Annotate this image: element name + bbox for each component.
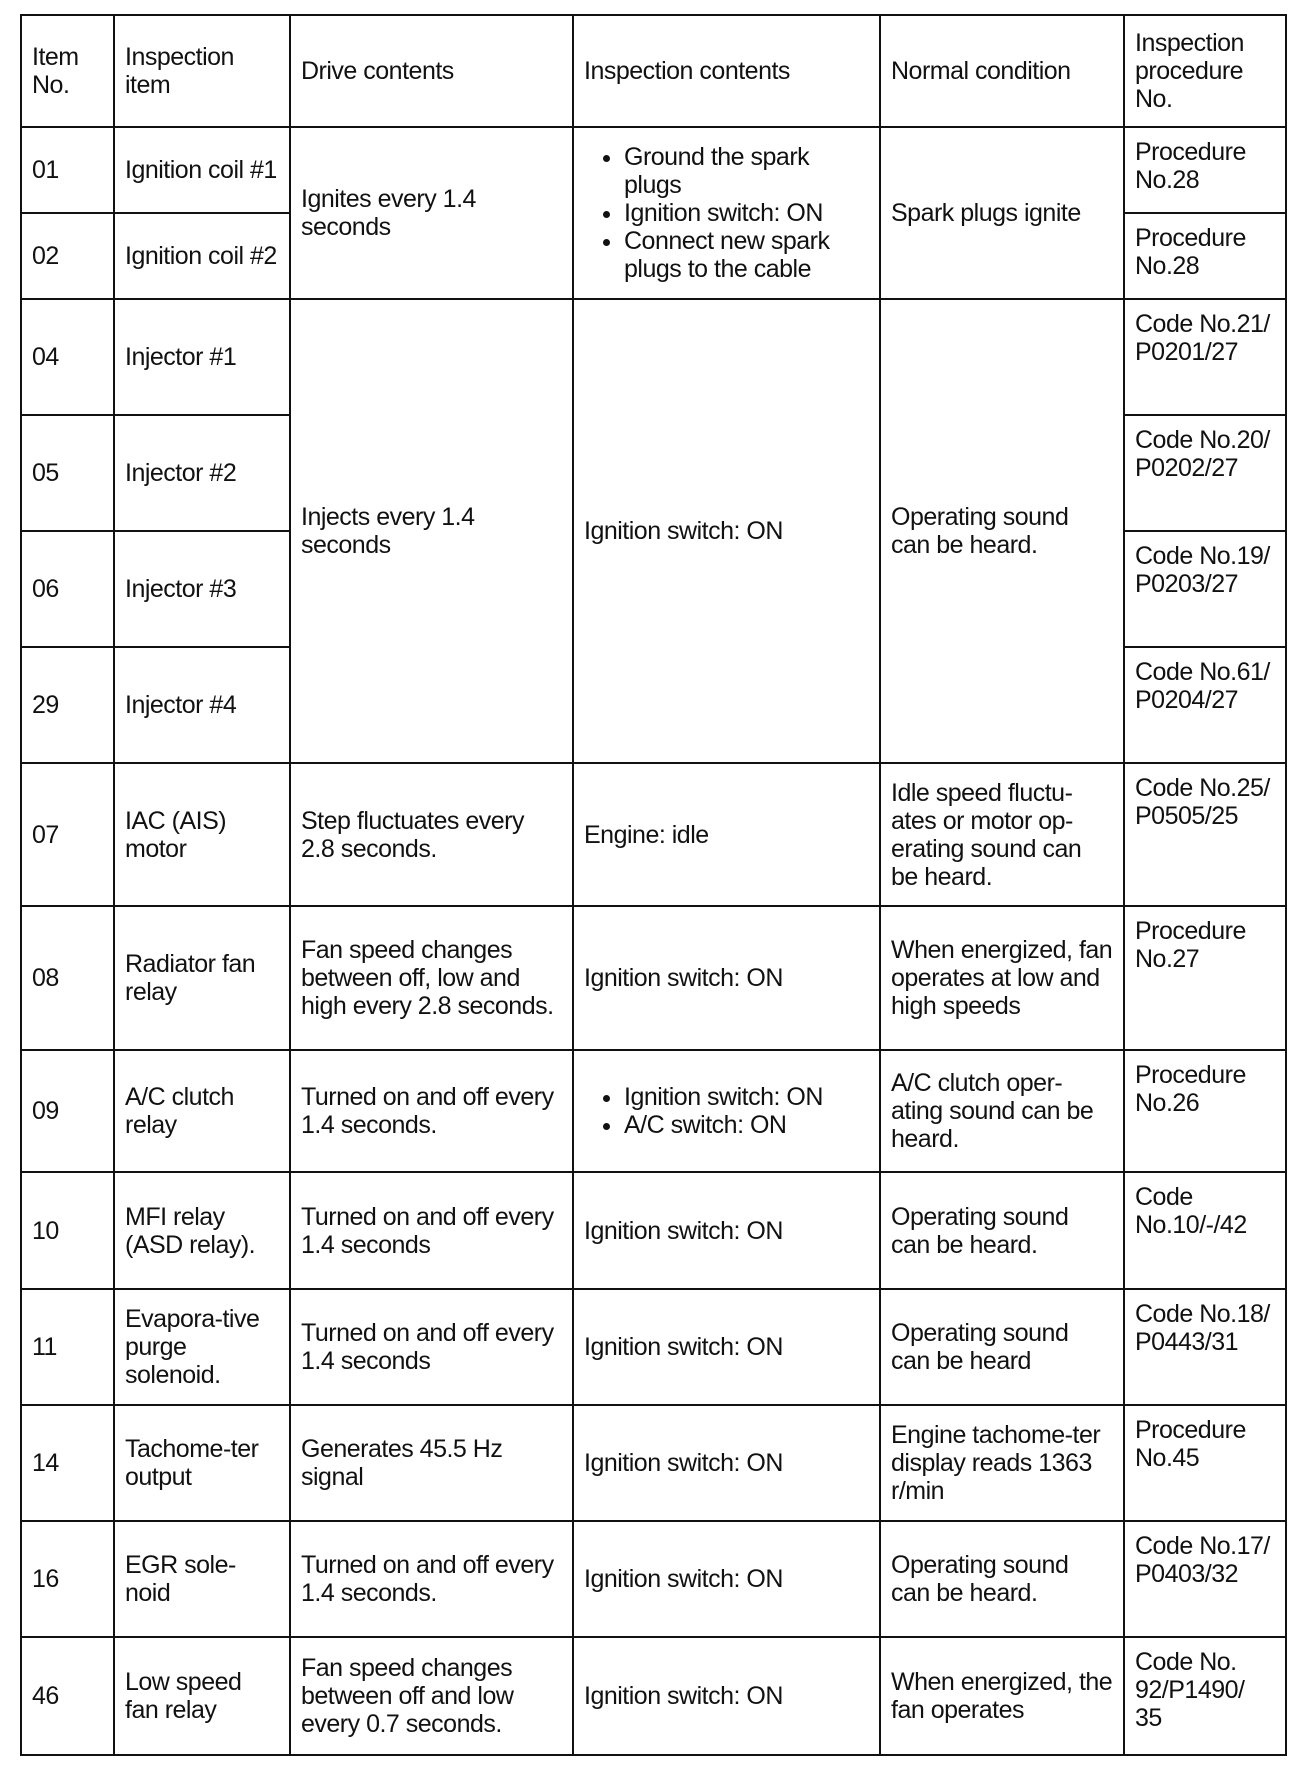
drive-contents: Turned on and off every 1.4 seconds: [289, 1171, 574, 1290]
item-no: 02: [20, 212, 115, 300]
column-header: Normal condition: [879, 14, 1125, 128]
inspection-item: Tachome-ter output: [113, 1404, 291, 1522]
inspection-procedure-no: Procedure No.26: [1123, 1049, 1287, 1173]
column-header: Inspection procedure No.: [1123, 14, 1287, 128]
item-no: 06: [20, 530, 115, 648]
normal-condition: A/C clutch oper-ating sound can be heard…: [879, 1049, 1125, 1173]
normal-condition: Operating sound can be heard.: [879, 1171, 1125, 1290]
bullet-item: Ground the spark plugs: [624, 143, 869, 199]
table-row: 05 Injector #2 Code No.20/ P0202/27: [20, 414, 1287, 532]
normal-condition: When energized, fan operates at low and …: [879, 905, 1125, 1051]
table-row: 06 Injector #3 Code No.19/ P0203/27: [20, 530, 1287, 648]
item-no: 16: [20, 1520, 115, 1638]
inspection-procedure-no: Code No.10/-/42: [1123, 1171, 1287, 1290]
column-header: Drive contents: [289, 14, 574, 128]
table-row: 11 Evapora-tive purge solenoid. Turned on …: [20, 1288, 1287, 1406]
column-header: Item No.: [20, 14, 115, 128]
inspection-item: Radiator fan relay: [113, 905, 291, 1051]
inspection-contents: Engine: idle: [572, 762, 881, 907]
normal-condition: Operating sound can be heard: [879, 1288, 1125, 1406]
table-row: 07 IAC (AIS) motor Step fluctuates every 2…: [20, 762, 1287, 907]
drive-contents: Turned on and off every 1.4 seconds.: [289, 1520, 574, 1638]
inspection-item: Evapora-tive purge solenoid.: [113, 1288, 291, 1406]
inspection-table: Item No. Inspection item Drive contents Ins…: [20, 14, 1287, 1756]
inspection-item: MFI relay (ASD relay).: [113, 1171, 291, 1290]
inspection-item: Ignition coil #2: [113, 212, 291, 300]
inspection-procedure-no: Code No.17/ P0403/32: [1123, 1520, 1287, 1638]
normal-condition: Operating sound can be heard.: [879, 1520, 1125, 1638]
normal-condition: When energized, the fan operates: [879, 1636, 1125, 1756]
inspection-item: Injector #2: [113, 414, 291, 532]
inspection-item: Ignition coil #1: [113, 126, 291, 214]
item-no: 11: [20, 1288, 115, 1406]
inspection-contents: Ignition switch: ON: [572, 1288, 881, 1406]
inspection-item: Injector #4: [113, 646, 291, 764]
item-no: 14: [20, 1404, 115, 1522]
inspection-contents: Ignition switch: ONA/C switch: ON: [572, 1049, 881, 1173]
item-no: 01: [20, 126, 115, 214]
drive-contents: Ignites every 1.4 seconds: [289, 126, 574, 300]
inspection-contents: Ignition switch: ON: [572, 1520, 881, 1638]
item-no: 09: [20, 1049, 115, 1173]
table-row: 01 Ignition coil #1 Ignites every 1.4 seco…: [20, 126, 1287, 300]
drive-contents: Turned on and off every 1.4 seconds.: [289, 1049, 574, 1173]
drive-contents: Step fluctuates every 2.8 seconds.: [289, 762, 574, 907]
table-row: 29 Injector #4 Code No.61/ P0204/27: [20, 646, 1287, 764]
bullet-item: A/C switch: ON: [624, 1111, 869, 1139]
bullet-item: Ignition switch: ON: [624, 1083, 869, 1111]
inspection-procedure-no: Procedure No.27: [1123, 905, 1287, 1051]
item-no: 46: [20, 1636, 115, 1756]
drive-contents: Injects every 1.4 seconds: [289, 298, 574, 764]
table-row: 10 MFI relay (ASD relay). Turned on and of…: [20, 1171, 1287, 1290]
inspection-procedure-no: Code No.19/ P0203/27: [1123, 530, 1287, 648]
inspection-item: A/C clutch relay: [113, 1049, 291, 1173]
item-no: 04: [20, 298, 115, 416]
inspection-contents: Ground the spark plugsIgnition switch: O…: [572, 126, 881, 300]
table-row: 04 Injector #1 Injects every 1.4 seconds Ig…: [20, 298, 1287, 764]
column-header: Inspection item: [113, 14, 291, 128]
inspection-procedure-no: Code No. 92/P1490/ 35: [1123, 1636, 1287, 1756]
inspection-procedure-no: Code No.61/ P0204/27: [1123, 646, 1287, 764]
normal-condition: Spark plugs ignite: [879, 126, 1125, 300]
inspection-contents: Ignition switch: ON: [572, 905, 881, 1051]
drive-contents: Generates 45.5 Hz signal: [289, 1404, 574, 1522]
table-row: 46 Low speed fan relay Fan speed changes b…: [20, 1636, 1287, 1756]
normal-condition: Operating sound can be heard.: [879, 298, 1125, 764]
inspection-item: Injector #1: [113, 298, 291, 416]
item-no: 05: [20, 414, 115, 532]
inspection-item: IAC (AIS) motor: [113, 762, 291, 907]
inspection-item: EGR sole-noid: [113, 1520, 291, 1638]
item-no: 08: [20, 905, 115, 1051]
inspection-item: Low speed fan relay: [113, 1636, 291, 1756]
inspection-procedure-no: Procedure No.28: [1123, 212, 1287, 300]
table-row: 08 Radiator fan relay Fan speed changes be…: [20, 905, 1287, 1051]
inspection-procedure-no: Procedure No.45: [1123, 1404, 1287, 1522]
bullet-item: Ignition switch: ON: [624, 199, 869, 227]
inspection-procedure-no: Code No.25/ P0505/25: [1123, 762, 1287, 907]
normal-condition: Idle speed fluctu-ates or motor op-erati…: [879, 762, 1125, 907]
normal-condition: Engine tachome-ter display reads 1363 r/…: [879, 1404, 1125, 1522]
drive-contents: Fan speed changes between off, low and h…: [289, 905, 574, 1051]
item-no: 29: [20, 646, 115, 764]
inspection-contents: Ignition switch: ON: [572, 1636, 881, 1756]
inspection-procedure-no: Procedure No.28: [1123, 126, 1287, 214]
bullet-item: Connect new spark plugs to the cable: [624, 227, 869, 283]
column-header: Inspection contents: [572, 14, 881, 128]
inspection-procedure-no: Code No.20/ P0202/27: [1123, 414, 1287, 532]
table-row: 16 EGR sole-noid Turned on and off every 1…: [20, 1520, 1287, 1638]
inspection-item: Injector #3: [113, 530, 291, 648]
table-row: 09 A/C clutch relay Turned on and off ever…: [20, 1049, 1287, 1173]
header-row: Item No. Inspection item Drive contents Ins…: [20, 14, 1287, 128]
inspection-contents: Ignition switch: ON: [572, 1171, 881, 1290]
drive-contents: Fan speed changes between off and low ev…: [289, 1636, 574, 1756]
item-no: 10: [20, 1171, 115, 1290]
inspection-procedure-no: Code No.18/ P0443/31: [1123, 1288, 1287, 1406]
inspection-contents: Ignition switch: ON: [572, 1404, 881, 1522]
table-row: 02 Ignition coil #2 Procedure No.28: [20, 212, 1287, 300]
inspection-contents: Ignition switch: ON: [572, 298, 881, 764]
drive-contents: Turned on and off every 1.4 seconds: [289, 1288, 574, 1406]
table-row: 14 Tachome-ter output Generates 45.5 Hz si…: [20, 1404, 1287, 1522]
item-no: 07: [20, 762, 115, 907]
inspection-procedure-no: Code No.21/ P0201/27: [1123, 298, 1287, 416]
